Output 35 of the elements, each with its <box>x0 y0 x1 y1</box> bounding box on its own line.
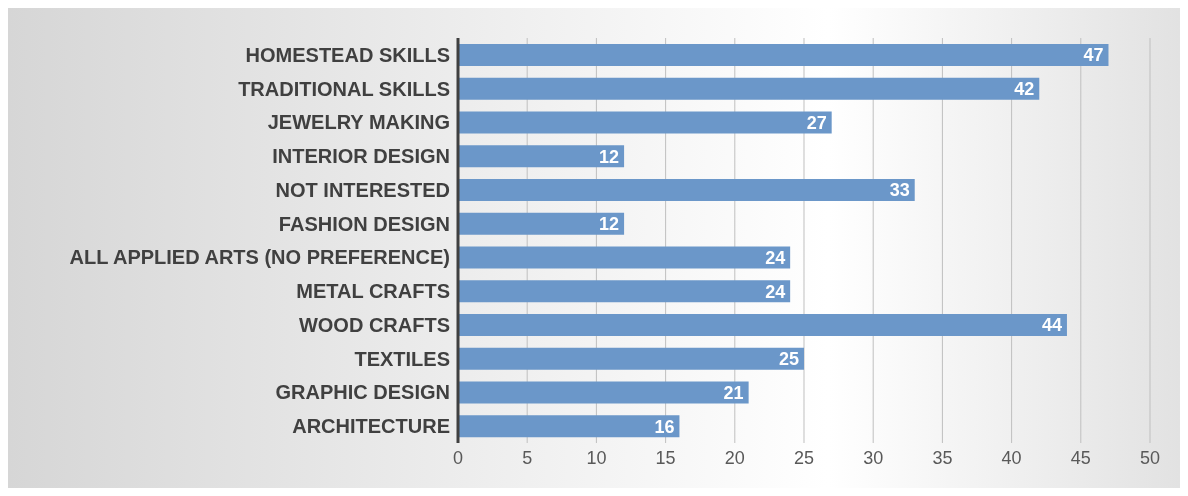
data-label: 21 <box>723 382 744 403</box>
y-tick-label: JEWELRY MAKING <box>267 111 450 134</box>
data-label: 33 <box>889 180 910 201</box>
data-label: 12 <box>599 214 620 235</box>
x-tick-label: 5 <box>522 447 533 468</box>
x-tick-label: 35 <box>932 447 953 468</box>
data-label: 47 <box>1083 45 1104 66</box>
x-tick-label: 40 <box>1001 447 1022 468</box>
data-label: 24 <box>765 247 786 268</box>
y-tick-label: TRADITIONAL SKILLS <box>238 77 450 100</box>
x-tick-label: 10 <box>586 447 607 468</box>
data-label: 44 <box>1041 315 1062 336</box>
y-tick-label: FASHION DESIGN <box>278 212 450 235</box>
x-tick-label: 45 <box>1070 447 1091 468</box>
x-tick-label: 20 <box>724 447 745 468</box>
y-tick-label: WOOD CRAFTS <box>298 313 450 336</box>
data-label: 12 <box>599 146 620 167</box>
x-tick-label: 50 <box>1139 447 1161 468</box>
x-tick-label: 25 <box>793 447 815 468</box>
data-label: 27 <box>806 112 827 133</box>
y-tick-label: INTERIOR DESIGN <box>272 145 450 168</box>
y-tick-label: ARCHITECTURE <box>292 415 450 438</box>
data-label: 24 <box>765 281 786 302</box>
x-tick-label: 30 <box>863 447 884 468</box>
data-label: 25 <box>778 349 799 370</box>
data-label: 16 <box>654 416 675 437</box>
data-label: 42 <box>1014 79 1035 100</box>
y-tick-label: ALL APPLIED ARTS (NO PREFERENCE) <box>69 246 450 269</box>
y-tick-label: NOT INTERESTED <box>275 178 450 201</box>
x-tick-label: 0 <box>452 447 464 468</box>
x-tick-label: 15 <box>655 447 676 468</box>
y-tick-label: TEXTILES <box>354 347 450 370</box>
y-tick-label: METAL CRAFTS <box>296 280 450 303</box>
y-tick-label: GRAPHIC DESIGN <box>275 381 450 404</box>
y-tick-label: HOMESTEAD SKILLS <box>245 43 450 66</box>
